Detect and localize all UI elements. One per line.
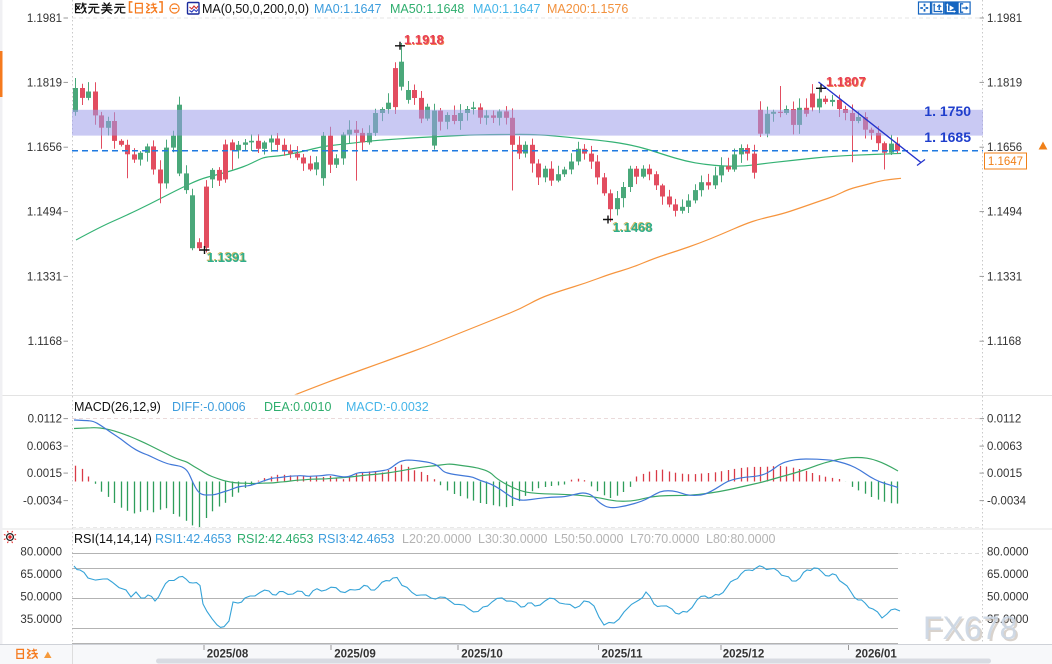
svg-text:65.0000: 65.0000: [987, 569, 1029, 581]
svg-text:0.0112: 0.0112: [987, 414, 1021, 426]
svg-text:RSI(14,14,14): RSI(14,14,14): [74, 532, 152, 546]
svg-text:2025/09: 2025/09: [334, 649, 376, 661]
svg-text:RSI1:42.4653: RSI1:42.4653: [155, 532, 231, 546]
svg-text:FX678: FX678: [925, 612, 1019, 648]
svg-text:2025/12: 2025/12: [723, 649, 765, 661]
svg-text:1.1168: 1.1168: [28, 336, 62, 348]
svg-text:1.1647: 1.1647: [988, 156, 1023, 168]
svg-text:80.0000: 80.0000: [987, 547, 1029, 559]
svg-text:1.1819: 1.1819: [987, 77, 1022, 89]
svg-text:65.0000: 65.0000: [20, 569, 62, 581]
svg-text:50.0000: 50.0000: [987, 592, 1029, 604]
svg-text:1.1807: 1.1807: [827, 75, 867, 90]
svg-text:35.0000: 35.0000: [20, 614, 62, 626]
svg-text:L70:70.0000: L70:70.0000: [630, 532, 700, 546]
svg-text:80.0000: 80.0000: [20, 547, 62, 559]
svg-text:-0.0034: -0.0034: [987, 496, 1027, 508]
svg-text:MA50:1.1648: MA50:1.1648: [390, 2, 464, 16]
svg-text:2025/10: 2025/10: [461, 649, 503, 661]
svg-text:L20:20.0000: L20:20.0000: [402, 532, 472, 546]
svg-text:L80:80.0000: L80:80.0000: [706, 532, 776, 546]
svg-text:1. 1685: 1. 1685: [924, 129, 971, 145]
svg-text:L50:50.0000: L50:50.0000: [554, 532, 624, 546]
svg-text:1.1918: 1.1918: [405, 33, 445, 48]
svg-text:DEA:0.0010: DEA:0.0010: [264, 400, 331, 414]
svg-text:1.1331: 1.1331: [987, 271, 1022, 283]
svg-text:1.1981: 1.1981: [987, 13, 1022, 25]
svg-text:-0.0034: -0.0034: [23, 496, 63, 508]
svg-text:1.1331: 1.1331: [27, 271, 62, 283]
svg-text:MA0:1.1647: MA0:1.1647: [314, 2, 381, 16]
svg-text:RSI3:42.4653: RSI3:42.4653: [318, 532, 394, 546]
svg-text:RSI2:42.4653: RSI2:42.4653: [237, 532, 313, 546]
svg-text:FX678: FX678: [923, 610, 1017, 646]
svg-text:MA200:1.1576: MA200:1.1576: [547, 2, 628, 16]
svg-text:1. 1750: 1. 1750: [924, 103, 971, 119]
svg-text:1.1494: 1.1494: [27, 207, 63, 219]
svg-text:0.0015: 0.0015: [27, 468, 62, 480]
svg-text:0.0112: 0.0112: [28, 414, 62, 426]
svg-text:2026/01: 2026/01: [855, 649, 897, 661]
svg-text:1.1391: 1.1391: [207, 250, 247, 265]
svg-text:0.0063: 0.0063: [27, 441, 62, 453]
svg-text:1.1819: 1.1819: [27, 77, 62, 89]
svg-text:1.1468: 1.1468: [613, 220, 653, 235]
svg-text:1.1807: 1.1807: [826, 74, 866, 89]
svg-text:1.1656: 1.1656: [27, 142, 62, 154]
svg-text:2025/11: 2025/11: [602, 649, 644, 661]
svg-text:L30:30.0000: L30:30.0000: [478, 532, 548, 546]
svg-text:1.1494: 1.1494: [987, 207, 1023, 219]
svg-text:0.0063: 0.0063: [987, 441, 1022, 453]
svg-text:1.1918: 1.1918: [404, 32, 444, 47]
svg-text:1.1391: 1.1391: [206, 249, 246, 264]
svg-text:0.0015: 0.0015: [987, 468, 1022, 480]
svg-text:1.1468: 1.1468: [612, 219, 652, 234]
svg-text:MACD(26,12,9): MACD(26,12,9): [74, 400, 161, 414]
svg-text:DIFF:-0.0006: DIFF:-0.0006: [172, 400, 246, 414]
svg-text:50.0000: 50.0000: [20, 592, 62, 604]
svg-text:MA0:1.1647: MA0:1.1647: [473, 2, 540, 16]
svg-text:2025/08: 2025/08: [207, 649, 249, 661]
svg-text:35.0000: 35.0000: [987, 614, 1029, 626]
svg-text:1.1168: 1.1168: [987, 336, 1021, 348]
svg-text:1.1656: 1.1656: [987, 142, 1022, 154]
svg-text:MACD:-0.0032: MACD:-0.0032: [346, 400, 429, 414]
svg-text:MA(0,50,0,200,0,0): MA(0,50,0,200,0,0): [202, 2, 309, 16]
svg-text:1.1981: 1.1981: [27, 13, 62, 25]
